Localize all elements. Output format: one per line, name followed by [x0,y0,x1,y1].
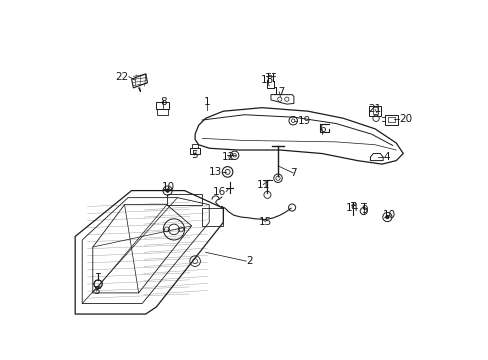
Text: 13: 13 [208,167,221,177]
Text: 12: 12 [222,152,235,162]
Bar [202,208,223,226]
Text: 16: 16 [212,186,225,197]
Circle shape [165,189,169,192]
Text: 10: 10 [161,182,174,192]
Text: 8: 8 [160,98,166,107]
Bar [157,109,167,115]
Text: 19: 19 [297,116,310,126]
Text: 6: 6 [318,124,325,134]
Text: 17: 17 [272,87,285,97]
Text: 4: 4 [383,152,390,162]
Text: 14: 14 [345,203,358,212]
Bar [372,107,377,114]
Bar [384,115,398,125]
Bar [189,148,200,154]
Text: 10: 10 [382,210,395,220]
Circle shape [385,215,388,219]
Text: 11: 11 [256,180,269,190]
Text: 20: 20 [398,114,411,124]
Text: 7: 7 [289,168,296,178]
Text: 3: 3 [93,286,100,296]
Text: 15: 15 [259,217,272,227]
Text: 18: 18 [260,75,273,85]
Bar [192,144,198,148]
Bar [155,102,169,109]
Text: 1: 1 [203,98,210,107]
Bar [368,106,381,116]
Text: 9: 9 [361,205,367,215]
Bar [387,117,395,122]
Text: 22: 22 [115,72,128,82]
Text: 2: 2 [246,256,252,266]
Text: 21: 21 [367,104,381,114]
Text: 5: 5 [191,150,197,160]
